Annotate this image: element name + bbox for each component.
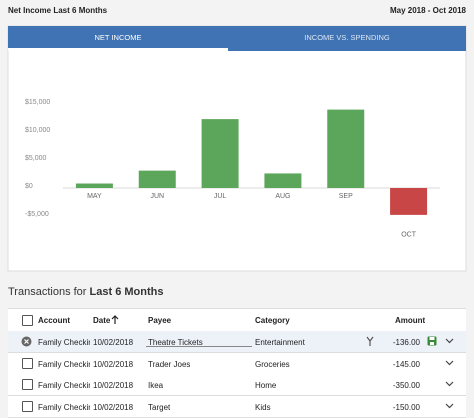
column-header[interactable]: Date bbox=[93, 316, 111, 325]
amount-cell: -136.00 bbox=[392, 338, 420, 347]
account-cell: Family Checkin bbox=[38, 359, 90, 369]
sort-arrow bbox=[111, 315, 119, 324]
expand-chevron[interactable] bbox=[445, 403, 454, 409]
date-cell: 10/02/2018 bbox=[93, 359, 134, 369]
payee-cell: Ikea bbox=[148, 381, 164, 390]
x-tick-label: SEP bbox=[339, 193, 353, 200]
column-header[interactable]: Payee bbox=[148, 316, 172, 325]
chart-panel: Net Income Last 6 Months May 2018 - Oct … bbox=[7, 6, 467, 272]
table-header: Account Date Payee Category Amount bbox=[8, 308, 466, 332]
select-all-checkbox[interactable] bbox=[22, 315, 33, 326]
column-header[interactable]: Account bbox=[38, 316, 70, 325]
expand-chevron[interactable] bbox=[445, 360, 454, 366]
payee-cell: Theatre Tickets bbox=[148, 338, 203, 347]
transaction-row[interactable]: Family Checkin 10/02/2018 Target Kids -150.0… bbox=[8, 395, 466, 418]
expand-chevron[interactable] bbox=[445, 338, 454, 344]
column-header[interactable]: Category bbox=[255, 316, 290, 325]
title-prefix: Transactions for bbox=[8, 286, 87, 298]
title-period: Last 6 Months bbox=[89, 286, 164, 298]
y-tick-label: $0 bbox=[25, 183, 33, 190]
transaction-row[interactable]: Family Checkin 10/02/2018 Trader Joes Groce… bbox=[8, 352, 466, 375]
row-checkbox[interactable] bbox=[22, 400, 33, 412]
account-cell: Family Checking bbox=[38, 338, 90, 347]
category-cell: Home bbox=[255, 381, 277, 390]
x-tick-label: AUG bbox=[275, 193, 290, 200]
account-cell: Family Checkin bbox=[38, 381, 90, 390]
split-icon[interactable] bbox=[365, 336, 375, 347]
date-cell: 10/02/2018 bbox=[93, 402, 134, 412]
amount-cell: -145.00 bbox=[392, 359, 420, 369]
amount-cell: -350.00 bbox=[392, 381, 420, 390]
expand-chevron[interactable] bbox=[445, 381, 454, 387]
payee-cell: Target bbox=[148, 402, 171, 412]
account-cell: Family Checkin bbox=[38, 402, 90, 412]
tab[interactable]: INCOME VS. SPENDING bbox=[304, 33, 390, 42]
column-header[interactable]: Amount bbox=[395, 316, 426, 325]
bar bbox=[390, 188, 428, 215]
transaction-row[interactable]: Family Checking10/02/2018 Theatre Tickets… bbox=[8, 331, 466, 353]
row-checkbox[interactable] bbox=[22, 357, 33, 369]
payee-input-underline bbox=[146, 346, 252, 347]
tab[interactable]: NET INCOME bbox=[95, 33, 142, 42]
y-tick-label: $5,000 bbox=[25, 155, 47, 162]
active-tab-indicator bbox=[8, 48, 228, 51]
bar bbox=[75, 183, 113, 188]
transaction-row[interactable]: Family Checkin 10/02/2018 Ikea Home -350.00 bbox=[8, 374, 466, 396]
row-checkbox[interactable] bbox=[22, 379, 33, 390]
bar bbox=[264, 173, 302, 188]
save-icon[interactable] bbox=[427, 336, 437, 346]
cancel-edit-icon[interactable] bbox=[21, 336, 32, 347]
x-tick-label: JUL bbox=[214, 193, 227, 200]
y-tick-label: $10,000 bbox=[25, 127, 50, 134]
amount-cell: -150.00 bbox=[392, 402, 420, 412]
date-cell: 10/02/2018 bbox=[93, 381, 134, 390]
category-cell: Groceries bbox=[255, 359, 290, 369]
date-range: May 2018 - Oct 2018 bbox=[390, 6, 467, 15]
tab-bar bbox=[8, 26, 466, 51]
x-tick-label: JUN bbox=[150, 193, 164, 200]
bar bbox=[327, 109, 365, 188]
bar bbox=[201, 119, 239, 188]
transactions-title: Transactions for Last 6 Months bbox=[8, 286, 163, 298]
date-cell: 10/02/2018 bbox=[93, 338, 134, 347]
y-tick-label: -$5,000 bbox=[25, 211, 49, 218]
y-tick-label: $15,000 bbox=[25, 99, 50, 106]
category-cell: Entertainment bbox=[255, 338, 305, 347]
x-tick-label: OCT bbox=[401, 232, 417, 239]
page-title: Net Income Last 6 Months bbox=[8, 6, 108, 15]
category-cell: Kids bbox=[255, 402, 271, 412]
x-tick-label: MAY bbox=[87, 193, 102, 200]
payee-cell: Trader Joes bbox=[148, 359, 191, 369]
bar bbox=[138, 170, 176, 188]
